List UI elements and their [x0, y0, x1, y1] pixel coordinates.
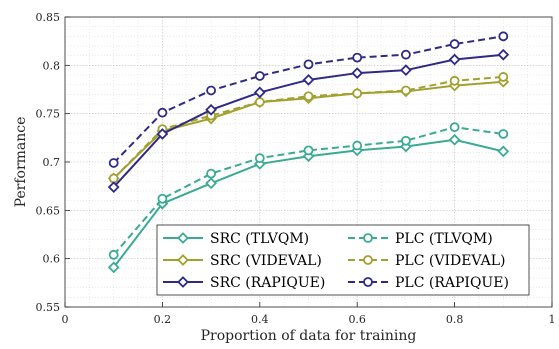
data-point: [254, 71, 265, 81]
legend-entry-label: SRC (RAPIQUE): [210, 275, 325, 291]
legend-entry-label: PLC (TLVQM): [395, 231, 493, 247]
data-point: [254, 153, 265, 164]
y-tick-label: 0.6: [43, 253, 61, 266]
y-tick-label: 0.8: [43, 59, 61, 72]
x-tick-label: 1: [549, 313, 556, 326]
data-point: [302, 73, 315, 86]
axis-ticks: 0 0.2 0.4 0.6 0.8 1 0.55 0.6 0.65 0.7 0.75 0.8 0.85: [36, 11, 556, 326]
data-point: [497, 48, 510, 61]
data-point: [449, 122, 460, 133]
series-5: [108, 31, 509, 168]
data-point: [303, 59, 314, 70]
data-point: [498, 31, 509, 42]
y-tick-label: 0.85: [36, 11, 61, 24]
data-point: [206, 168, 217, 179]
data-point: [448, 53, 461, 66]
data-point: [498, 129, 509, 139]
series-1: [108, 122, 509, 260]
data-point: [303, 145, 314, 156]
legend-swatch-marker: [363, 277, 373, 287]
legend: SRC (TLVQM) SRC (VIDEVAL) SRC (RAPIQUE) PLC…: [156, 224, 530, 296]
data-point: [157, 107, 168, 118]
y-tick-label: 0.65: [36, 204, 61, 217]
data-point: [253, 86, 266, 99]
x-tick-label: 0.4: [251, 313, 269, 326]
data-point: [400, 49, 411, 60]
data-point: [107, 261, 120, 274]
data-point: [108, 249, 119, 260]
x-tick-label: 0.2: [154, 313, 172, 326]
data-point: [206, 85, 217, 96]
data-point: [400, 135, 411, 146]
legend-entry-label: PLC (VIDEVAL): [395, 253, 505, 269]
legend-entry-label: PLC (RAPIQUE): [395, 275, 509, 291]
data-point: [449, 39, 460, 49]
data-point: [107, 181, 120, 194]
data-point: [352, 52, 363, 63]
data-point: [157, 193, 168, 204]
data-point: [156, 128, 169, 140]
legend-entry-label: SRC (VIDEVAL): [210, 253, 322, 269]
data-point: [108, 173, 119, 184]
series-4: [107, 48, 510, 194]
legend-swatch-marker: [363, 233, 373, 243]
y-axis-title: Performance: [13, 117, 29, 208]
y-tick-label: 0.7: [43, 156, 61, 169]
data-point: [205, 103, 217, 116]
x-axis-title: Proportion of data for training: [201, 328, 417, 344]
data-point: [303, 91, 314, 102]
data-point: [449, 75, 460, 86]
legend-swatch-marker: [177, 276, 189, 288]
data-point: [352, 140, 363, 151]
data-point: [497, 145, 510, 158]
legend-swatch-marker: [363, 255, 373, 265]
series-layer: [107, 31, 510, 274]
data-point: [254, 97, 265, 107]
y-tick-label: 0.75: [36, 108, 61, 121]
y-tick-label: 0.55: [36, 301, 61, 314]
data-point: [400, 64, 412, 77]
data-point: [498, 72, 509, 82]
data-point: [351, 67, 364, 79]
x-tick-label: 0.6: [348, 313, 366, 326]
legend-swatch-marker: [177, 254, 189, 266]
legend-swatch-marker: [177, 232, 189, 244]
data-point: [205, 177, 217, 190]
series-line: [112, 126, 504, 256]
data-point: [448, 133, 461, 146]
data-point: [400, 140, 412, 153]
data-point: [352, 88, 363, 99]
data-point: [400, 85, 411, 96]
data-point: [108, 158, 119, 168]
x-tick-label: 0: [62, 313, 69, 326]
legend-box: [156, 224, 530, 296]
legend-entry-label: SRC (TLVQM): [210, 231, 309, 247]
x-tick-label: 0.8: [446, 313, 464, 326]
